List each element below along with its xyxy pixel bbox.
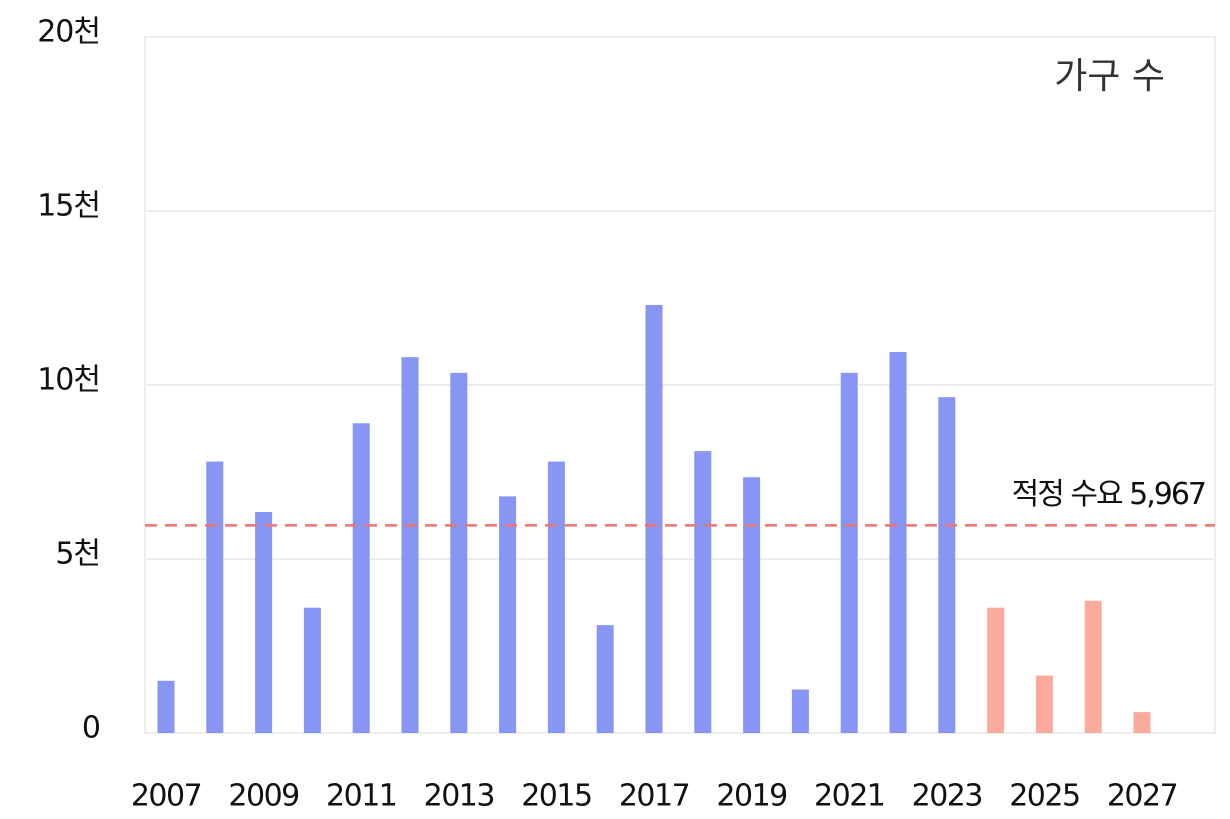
bar xyxy=(1035,675,1053,733)
bar xyxy=(352,423,370,733)
bar xyxy=(499,496,517,733)
bar xyxy=(206,461,224,733)
bar xyxy=(743,477,761,733)
bar xyxy=(255,512,273,733)
bar xyxy=(889,351,907,733)
x-tick-label: 2017 xyxy=(619,779,689,814)
bar xyxy=(547,461,565,733)
x-tick-label: 2011 xyxy=(326,779,396,814)
x-tick-label: 2007 xyxy=(131,779,201,814)
x-tick-label: 2015 xyxy=(521,779,591,814)
bar xyxy=(694,451,712,733)
bar xyxy=(157,680,175,733)
x-tick-label: 2019 xyxy=(716,779,786,814)
y-tick-label: 20천 xyxy=(37,15,100,50)
x-tick-label: 2009 xyxy=(228,779,298,814)
y-tick-label: 15천 xyxy=(37,189,100,224)
bar xyxy=(840,372,858,733)
bar xyxy=(401,357,419,733)
bar xyxy=(938,397,956,733)
y-tick-label: 5천 xyxy=(55,537,100,572)
reference-label: 적정 수요 5,967 xyxy=(1012,477,1205,512)
x-tick-label: 2025 xyxy=(1009,779,1079,814)
y-tick-label: 0 xyxy=(82,711,100,746)
x-tick-label: 2021 xyxy=(814,779,884,814)
bar xyxy=(1084,600,1102,733)
bar xyxy=(645,304,663,733)
bar xyxy=(791,689,809,733)
y-tick-label: 10천 xyxy=(37,363,100,398)
bar xyxy=(1133,712,1151,733)
x-tick-label: 2013 xyxy=(424,779,494,814)
bar xyxy=(987,607,1005,733)
annotation: 가구 수 xyxy=(1054,56,1165,97)
bar xyxy=(303,607,321,733)
x-tick-label: 2027 xyxy=(1107,779,1177,814)
bar xyxy=(596,625,614,733)
bar xyxy=(450,372,468,733)
x-tick-label: 2023 xyxy=(912,779,982,814)
